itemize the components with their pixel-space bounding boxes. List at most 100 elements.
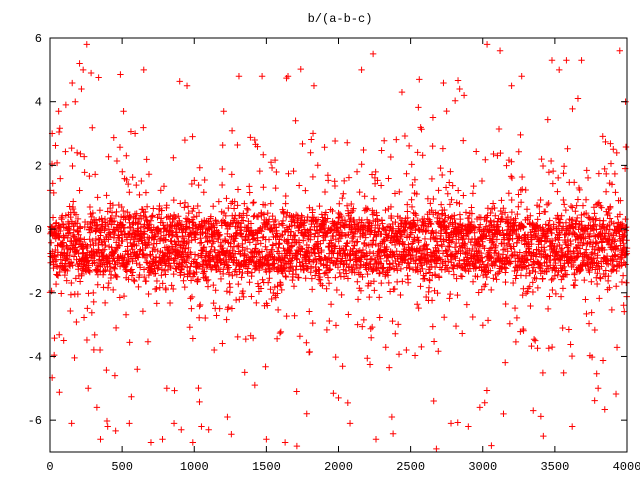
data-point [529, 267, 536, 275]
data-point [390, 225, 397, 232]
data-point [405, 142, 413, 150]
data-point [254, 280, 262, 287]
data-point [363, 206, 370, 213]
data-point [81, 236, 88, 243]
data-point [392, 330, 399, 337]
data-point [463, 301, 471, 308]
data-point [411, 176, 419, 183]
y-tick-label: 0 [35, 223, 42, 237]
data-point [73, 318, 80, 326]
data-point [582, 196, 590, 203]
data-point [157, 228, 165, 236]
data-point [112, 212, 120, 220]
data-point [234, 333, 241, 341]
data-point [403, 346, 410, 354]
data-point [112, 427, 119, 435]
data-point [365, 264, 372, 272]
data-point [350, 205, 357, 212]
data-point [130, 276, 138, 284]
data-point [302, 275, 309, 282]
data-point [138, 177, 145, 185]
data-point [468, 204, 475, 211]
data-point [548, 57, 556, 64]
data-point [231, 198, 238, 205]
data-point [490, 275, 497, 282]
data-point [312, 255, 319, 263]
data-point [293, 388, 300, 395]
data-point [569, 105, 576, 113]
data-point [543, 268, 550, 275]
data-point [517, 131, 524, 139]
data-point [378, 147, 385, 154]
data-point [560, 163, 568, 170]
data-point [55, 108, 62, 115]
data-point [389, 317, 396, 325]
data-point [353, 248, 360, 256]
data-point [268, 295, 275, 303]
data-point [603, 170, 610, 178]
data-point [543, 201, 551, 208]
data-point [215, 198, 223, 205]
data-point [322, 209, 330, 216]
data-point [340, 190, 347, 197]
data-point [254, 230, 261, 237]
data-point [104, 220, 112, 228]
data-point [257, 240, 265, 247]
data-point [474, 273, 481, 280]
data-point [473, 148, 480, 155]
data-point [408, 245, 415, 252]
data-point [414, 217, 421, 224]
data-point [572, 276, 579, 284]
data-point [101, 246, 108, 253]
data-point [605, 260, 612, 268]
data-point [139, 250, 147, 258]
data-point [300, 222, 307, 229]
data-point [591, 397, 598, 404]
data-point [537, 196, 544, 204]
data-point [552, 290, 560, 298]
data-point [440, 79, 447, 87]
data-point [569, 204, 576, 211]
data-point [533, 275, 540, 282]
data-point [133, 210, 140, 217]
data-point [340, 177, 348, 185]
data-point [120, 108, 127, 115]
data-point [168, 243, 176, 250]
data-point [508, 208, 516, 216]
data-point [500, 410, 507, 418]
data-point [123, 268, 131, 275]
data-point [194, 202, 201, 210]
data-point [498, 210, 506, 218]
data-point [577, 266, 585, 274]
data-point [274, 290, 281, 297]
data-point [541, 208, 549, 215]
data-point [200, 189, 208, 196]
data-point [326, 259, 334, 266]
data-point [295, 182, 303, 189]
data-point [488, 254, 495, 261]
data-point [610, 220, 618, 227]
data-point [204, 230, 211, 237]
data-point [573, 253, 581, 261]
data-point [622, 143, 630, 151]
data-point [534, 284, 542, 292]
data-point [415, 304, 422, 312]
data-point [271, 283, 278, 291]
data-point [58, 290, 65, 297]
data-point [173, 233, 181, 240]
data-point [536, 203, 543, 210]
data-point [578, 218, 585, 225]
data-point [353, 168, 361, 175]
data-point [574, 214, 581, 222]
data-point [554, 174, 562, 182]
data-point [548, 276, 555, 284]
data-point [428, 207, 435, 214]
data-point [602, 188, 610, 195]
data-point [58, 216, 65, 223]
data-point [513, 314, 521, 322]
data-point [567, 341, 574, 348]
data-point [583, 310, 590, 318]
data-point [195, 209, 203, 216]
data-point [55, 128, 63, 136]
data-point [219, 141, 226, 149]
